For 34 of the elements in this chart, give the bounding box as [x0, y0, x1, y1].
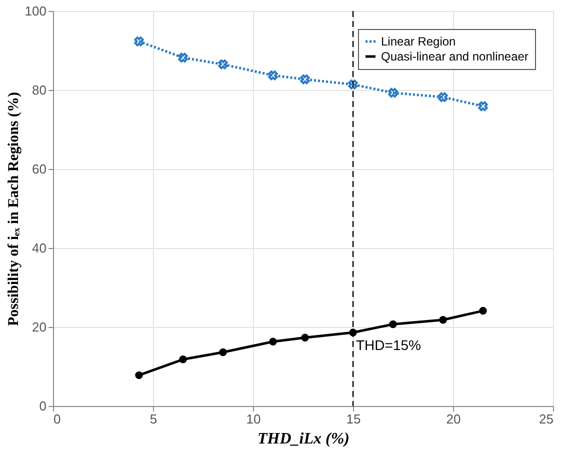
- x-tick-label: 10: [246, 412, 261, 426]
- point: [178, 52, 188, 62]
- x-tick-label: 5: [150, 412, 158, 426]
- y-tick-label: 40: [32, 240, 46, 256]
- point: [219, 348, 227, 356]
- x-tick-label: 25: [539, 412, 554, 426]
- y-axis-title: Possibility of iₑₓ in Each Regions (%): [6, 92, 22, 326]
- legend-label: Linear Region: [381, 34, 456, 48]
- y-tick-label: 60: [32, 162, 46, 176]
- point: [179, 356, 187, 364]
- point: [439, 316, 447, 324]
- point: [268, 70, 278, 80]
- y-tick-label: 20: [32, 320, 46, 334]
- point: [134, 36, 144, 46]
- point: [478, 101, 488, 112]
- x-tick-label: 15: [346, 412, 361, 426]
- x-axis-title: THD_iLx (%): [258, 430, 350, 448]
- ref-line-label: THD=15%: [356, 337, 421, 353]
- y-tick-label: 80: [32, 82, 46, 98]
- point: [389, 320, 397, 328]
- y-tick-label: 0: [39, 398, 46, 414]
- point: [348, 80, 358, 90]
- point: [218, 59, 228, 70]
- point: [388, 88, 398, 98]
- y-tick-label: 100: [24, 4, 46, 18]
- point: [479, 306, 487, 315]
- legend-label: Quasi-linear and nonlineaer: [381, 50, 528, 64]
- point: [438, 92, 448, 102]
- point: [300, 74, 310, 84]
- point: [269, 338, 277, 346]
- point: [135, 371, 143, 380]
- x-tick-label: 20: [446, 412, 461, 426]
- point: [301, 334, 309, 342]
- x-tick-label: 0: [54, 412, 61, 426]
